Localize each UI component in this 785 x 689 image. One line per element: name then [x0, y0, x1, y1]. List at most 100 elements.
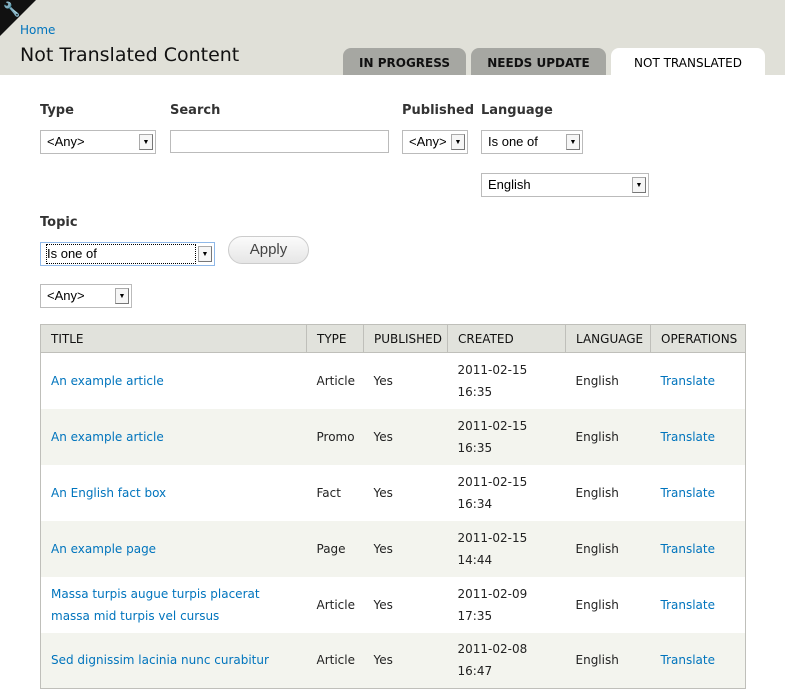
chevron-down-icon: ▼ — [115, 288, 129, 304]
chevron-down-icon: ▼ — [566, 134, 580, 150]
created-time: 16:35 — [457, 384, 493, 399]
title-link[interactable]: Sed dignissim lacinia nunc curabitur — [51, 653, 269, 668]
published-label: Published — [402, 103, 475, 118]
created-time: 16:47 — [457, 664, 493, 679]
type-cell: Article — [306, 632, 364, 689]
language-value-select[interactable]: English ▼ — [481, 173, 649, 197]
translate-link[interactable]: Translate — [660, 373, 716, 388]
language-operator-value: Is one of — [488, 134, 538, 149]
created-time: 16:34 — [457, 496, 493, 511]
tab-not-translated[interactable]: NOT TRANSLATED — [611, 48, 765, 75]
created-date: 2011-02-15 — [457, 362, 528, 377]
tab-needs-update[interactable]: NEEDS UPDATE — [471, 48, 606, 75]
created-date: 2011-02-15 — [457, 418, 528, 433]
title-cell: Massa turpis augue turpis placerat massa… — [41, 577, 307, 633]
topic-operator-select[interactable]: Is one of ▼ — [40, 242, 215, 266]
published-select-value: <Any> — [409, 134, 447, 149]
type-cell: Page — [306, 520, 364, 577]
translate-link[interactable]: Translate — [660, 429, 716, 444]
chevron-down-icon: ▼ — [632, 177, 646, 193]
table-row: An English fact box Fact Yes 2011-02-15 1… — [41, 465, 746, 521]
title-cell: An example article — [41, 353, 307, 409]
search-label: Search — [170, 103, 221, 118]
language-value: English — [488, 177, 531, 192]
language-cell: English — [565, 632, 651, 689]
type-cell: Promo — [306, 408, 364, 465]
col-title[interactable]: TITLE — [40, 324, 307, 353]
col-created[interactable]: CREATED — [447, 324, 566, 353]
language-cell: English — [575, 373, 619, 388]
created-cell: 2011-02-09 17:35 — [448, 577, 566, 633]
page-title: Not Translated Content — [20, 44, 240, 66]
topic-operator-value: Is one of — [46, 244, 196, 264]
title-link[interactable]: An example article — [51, 429, 164, 444]
published-select[interactable]: <Any> ▼ — [402, 130, 468, 154]
apply-button[interactable]: Apply — [228, 236, 309, 264]
translate-link[interactable]: Translate — [660, 485, 716, 500]
operations-cell: Translate — [651, 353, 746, 409]
tab-in-progress[interactable]: IN PROGRESS — [343, 48, 466, 75]
topic-label: Topic — [40, 215, 78, 230]
created-cell: 2011-02-15 16:35 — [448, 353, 566, 409]
chevron-down-icon: ▼ — [139, 134, 153, 150]
breadcrumb-home[interactable]: Home — [20, 23, 56, 37]
created-date: 2011-02-15 — [457, 474, 528, 489]
content-table: TITLE TYPE PUBLISHED CREATED LANGUAGE OP… — [40, 324, 746, 689]
type-label: Type — [40, 103, 74, 118]
table-row: Sed dignissim lacinia nunc curabitur Art… — [40, 632, 746, 689]
title-cell: An English fact box — [41, 465, 307, 521]
table-row: An example article Article Yes 2011-02-1… — [41, 353, 746, 409]
title-cell: An example page — [40, 520, 307, 577]
chevron-down-icon: ▼ — [451, 134, 465, 150]
created-time: 17:35 — [457, 608, 493, 623]
operations-cell: Translate — [650, 632, 746, 689]
topic-value: <Any> — [47, 288, 85, 303]
language-cell: English — [575, 485, 619, 500]
table-row: An example article Promo Yes 2011-02-15 1… — [40, 408, 746, 465]
created-cell: 2011-02-15 16:35 — [447, 408, 566, 465]
table-row: Massa turpis augue turpis placerat massa… — [41, 577, 746, 633]
wrench-icon[interactable]: 🔧 — [3, 2, 21, 18]
created-date: 2011-02-15 — [457, 530, 528, 545]
type-cell: Article — [316, 373, 356, 388]
operations-cell: Translate — [650, 408, 746, 465]
published-cell: Yes — [373, 597, 393, 612]
type-select[interactable]: <Any> ▼ — [40, 130, 156, 154]
created-date: 2011-02-08 — [457, 642, 528, 657]
published-cell: Yes — [373, 485, 393, 500]
language-label: Language — [481, 103, 553, 118]
table-row: An example page Page Yes 2011-02-15 14:44… — [40, 520, 746, 577]
language-cell: English — [575, 597, 619, 612]
created-cell: 2011-02-15 14:44 — [447, 520, 566, 577]
search-input[interactable] — [170, 130, 389, 153]
created-cell: 2011-02-15 16:34 — [448, 465, 566, 521]
translate-link[interactable]: Translate — [660, 541, 716, 556]
published-cell: Yes — [373, 373, 393, 388]
title-link[interactable]: An example article — [51, 373, 164, 388]
created-time: 16:35 — [457, 440, 493, 455]
published-cell: Yes — [363, 408, 448, 465]
translate-link[interactable]: Translate — [660, 653, 716, 668]
title-link[interactable]: Massa turpis augue turpis placerat massa… — [51, 586, 260, 623]
title-link[interactable]: An English fact box — [51, 485, 167, 500]
title-link[interactable]: An example page — [51, 541, 157, 556]
translate-link[interactable]: Translate — [660, 597, 716, 612]
col-language[interactable]: LANGUAGE — [565, 324, 651, 353]
chevron-down-icon: ▼ — [198, 246, 212, 262]
table-header-row: TITLE TYPE PUBLISHED CREATED LANGUAGE OP… — [40, 324, 746, 353]
col-type[interactable]: TYPE — [306, 324, 364, 353]
title-cell: An example article — [40, 408, 307, 465]
shortcut-corner[interactable] — [0, 0, 36, 36]
published-cell: Yes — [363, 520, 448, 577]
topic-value-select[interactable]: <Any> ▼ — [40, 284, 132, 308]
page-header: 🔧 Home Not Translated Content IN PROGRES… — [0, 0, 785, 75]
language-operator-select[interactable]: Is one of ▼ — [481, 130, 583, 154]
created-time: 14:44 — [457, 552, 493, 567]
operations-cell: Translate — [651, 465, 746, 521]
title-cell: Sed dignissim lacinia nunc curabitur — [40, 632, 307, 689]
created-cell: 2011-02-08 16:47 — [447, 632, 566, 689]
operations-cell: Translate — [650, 520, 746, 577]
col-published[interactable]: PUBLISHED — [363, 324, 448, 353]
type-select-value: <Any> — [47, 134, 85, 149]
language-cell: English — [565, 520, 651, 577]
